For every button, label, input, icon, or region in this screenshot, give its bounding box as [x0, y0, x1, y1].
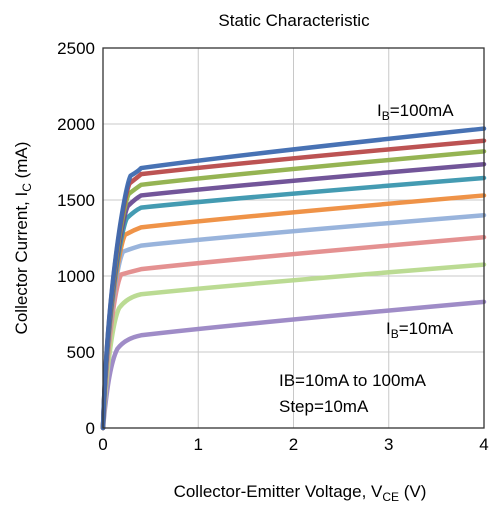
grid [103, 48, 484, 428]
x-tick-label: 4 [479, 435, 488, 454]
plot-frame [102, 47, 485, 429]
y-axis-label: Collector Current, IC (mA) [12, 142, 34, 335]
y-tick-labels: 0 500 1000 1500 2000 2500 [57, 39, 95, 438]
x-tick-label: 3 [384, 435, 393, 454]
series-line-1 [100, 299, 487, 431]
y-tick-label: 1500 [57, 191, 95, 210]
annotation-range: IB=10mA to 100mA [279, 371, 427, 390]
x-axis-label: Collector-Emitter Voltage, VCE (V) [174, 482, 427, 504]
x-tick-label: 2 [289, 435, 298, 454]
chart-title: Static Characteristic [218, 11, 370, 30]
x-tick-label: 0 [98, 435, 107, 454]
y-tick-label: 2000 [57, 115, 95, 134]
x-tick-label: 1 [194, 435, 203, 454]
y-tick-label: 1000 [57, 267, 95, 286]
annotation-step: Step=10mA [279, 397, 369, 416]
y-tick-label: 2500 [57, 39, 95, 58]
y-tick-label: 500 [67, 343, 95, 362]
series-line-10 [100, 126, 487, 431]
curves [100, 126, 487, 431]
x-tick-labels: 0 1 2 3 4 [98, 435, 488, 454]
annotation-ib-100: IB=100mA [377, 101, 454, 123]
y-tick-label: 0 [86, 419, 95, 438]
annotation-ib-10: IB=10mA [386, 319, 454, 341]
